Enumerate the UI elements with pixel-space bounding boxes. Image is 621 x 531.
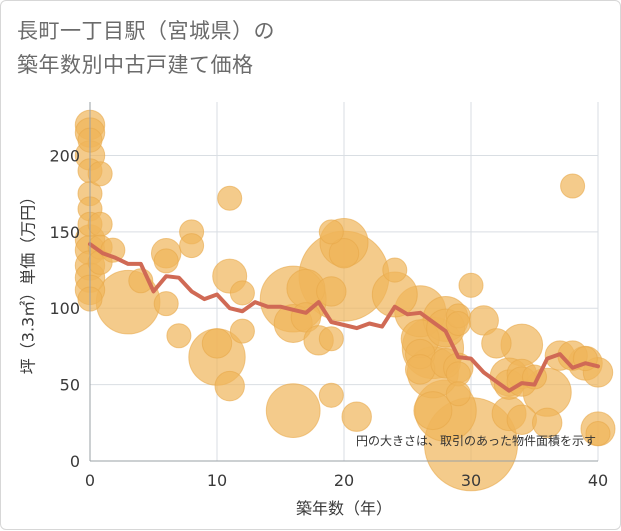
y-tick-label: 150: [49, 223, 80, 242]
data-bubble: [153, 291, 179, 317]
data-bubble: [153, 248, 179, 274]
chart-title-line-1: 長町一丁目駅（宮城県）の: [17, 19, 275, 43]
x-tick-label: 40: [588, 471, 608, 490]
y-axis-label: 坪（3.3㎡）単価（万円）: [19, 189, 38, 374]
chart-title-line-2: 築年数別中古戸建て価格: [17, 53, 254, 77]
data-bubble: [531, 407, 563, 439]
x-tick-label: 10: [207, 471, 227, 490]
axes: 0 10 20 30 40 0 50 100 150 200: [49, 102, 608, 490]
x-axis-label: 築年数（年）: [296, 499, 392, 518]
data-bubble: [166, 323, 192, 349]
x-tick-label: 20: [334, 471, 354, 490]
data-bubble: [318, 382, 344, 408]
chart-title: 長町一丁目駅（宮城県）の 築年数別中古戸建て価格: [17, 14, 275, 82]
data-bubble: [328, 238, 360, 269]
data-bubble: [87, 161, 113, 187]
data-bubble: [217, 185, 243, 211]
data-bubble: [229, 318, 255, 344]
data-bubble: [585, 420, 611, 447]
data-bubble: [229, 280, 255, 306]
y-tick-label: 50: [60, 376, 80, 395]
data-bubble: [458, 272, 484, 298]
data-bubble: [404, 354, 436, 385]
data-bubble: [382, 257, 408, 283]
data-bubble: [318, 219, 344, 245]
y-tick-label: 200: [49, 146, 80, 165]
data-bubble: [413, 391, 453, 431]
data-bubble: [316, 276, 347, 307]
data-bubble: [318, 326, 344, 352]
average-price-line: [88, 242, 600, 393]
data-bubble: [201, 328, 233, 359]
data-bubble: [341, 401, 372, 432]
data-bubble: [560, 173, 586, 199]
data-bubble: [445, 381, 471, 407]
bubble-size-note: 円の大きさは、取引のあった物件面積を示す: [356, 433, 596, 448]
data-bubble: [87, 211, 113, 237]
data-bubble: [214, 370, 245, 402]
data-bubble: [179, 233, 205, 259]
x-tick-label: 30: [461, 471, 481, 490]
data-bubble: [506, 404, 538, 435]
x-tick-label: 0: [85, 471, 95, 490]
data-bubble: [481, 328, 512, 359]
y-tick-label: 100: [49, 299, 80, 318]
data-bubble: [265, 383, 321, 438]
average-line-series: [88, 242, 600, 393]
y-tick-label: 0: [70, 452, 80, 471]
bubble-series: [74, 109, 616, 492]
data-bubble: [445, 310, 471, 337]
